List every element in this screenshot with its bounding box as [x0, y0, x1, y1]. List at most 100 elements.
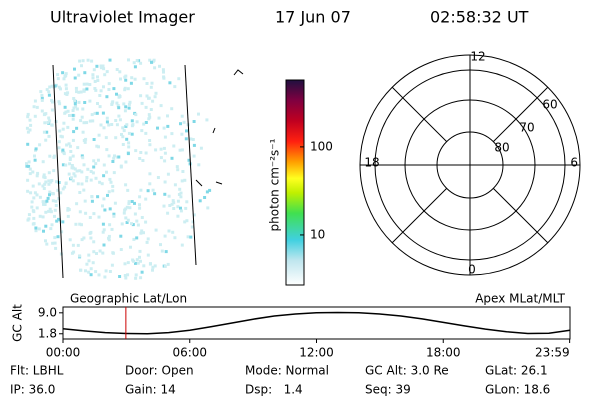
- x-tick-label: 18:00: [426, 346, 461, 360]
- image-boundary: [184, 64, 197, 266]
- pixel: [145, 82, 149, 85]
- status-field: GC Alt: 3.0 Re: [365, 364, 449, 378]
- pixel: [192, 120, 196, 123]
- pixel: [76, 146, 80, 150]
- status-field: GLat: 26.1: [485, 364, 548, 378]
- pixel: [142, 231, 145, 235]
- pixel: [135, 258, 139, 262]
- pixel: [57, 217, 60, 221]
- pixel: [40, 109, 44, 113]
- pixel: [208, 188, 212, 192]
- pixel: [99, 89, 103, 93]
- pixel: [111, 251, 115, 255]
- pixel: [73, 167, 77, 171]
- pixel: [140, 129, 144, 133]
- pixel: [101, 251, 105, 255]
- pixel: [75, 107, 79, 111]
- pixel: [135, 219, 139, 223]
- pixel: [162, 126, 166, 130]
- pixel: [197, 112, 200, 116]
- pixel: [95, 252, 98, 255]
- pixel: [153, 66, 157, 70]
- pixel: [139, 188, 143, 192]
- pixel: [101, 111, 105, 115]
- pixel: [97, 215, 101, 219]
- pixel: [33, 191, 37, 195]
- lat-label: 80: [494, 141, 509, 155]
- pixel: [88, 119, 92, 123]
- pixel: [35, 105, 39, 109]
- pixel: [141, 159, 145, 162]
- pixel: [112, 87, 116, 91]
- pixel: [139, 151, 143, 154]
- pixel: [89, 236, 93, 240]
- pixel: [47, 116, 51, 120]
- pixel: [199, 146, 203, 150]
- pixel: [92, 212, 96, 216]
- pixel: [134, 149, 138, 153]
- pixel: [45, 242, 49, 246]
- pixel: [189, 137, 193, 141]
- pixel: [112, 214, 116, 218]
- pixel: [54, 199, 58, 203]
- pixel: [93, 80, 97, 83]
- pixel: [144, 105, 148, 109]
- pixel: [96, 79, 100, 82]
- pixel: [107, 123, 111, 127]
- pixel: [97, 145, 100, 149]
- pixel: [80, 238, 84, 242]
- status-field: Flt: LBHL: [10, 364, 64, 378]
- pixel: [26, 112, 30, 116]
- pixel: [118, 70, 122, 74]
- pixel: [115, 68, 119, 71]
- pixel: [107, 234, 111, 238]
- pixel: [74, 222, 78, 226]
- pixel: [38, 195, 42, 199]
- pixel: [107, 82, 111, 86]
- pixel: [192, 154, 196, 158]
- pixel: [96, 195, 100, 199]
- pixel: [178, 187, 182, 191]
- pixel: [115, 92, 118, 96]
- pixel: [123, 86, 127, 90]
- pixel: [73, 76, 77, 80]
- pixel: [68, 162, 72, 166]
- mlt-label: 0: [468, 263, 476, 277]
- pixel: [44, 112, 48, 116]
- pixel: [161, 68, 165, 72]
- pixel: [114, 136, 118, 140]
- pixel: [94, 162, 98, 166]
- pixel: [82, 121, 86, 125]
- pixel: [184, 206, 188, 210]
- pixel: [131, 223, 135, 227]
- pixel: [66, 91, 70, 95]
- pixel: [44, 239, 47, 243]
- x-tick-label: 23:59: [535, 346, 570, 360]
- pixel: [32, 216, 36, 220]
- pixel: [156, 176, 160, 179]
- pixel: [105, 116, 109, 120]
- pixel: [56, 188, 60, 192]
- pixel: [72, 130, 76, 134]
- pixel: [102, 228, 106, 232]
- pixel: [187, 158, 191, 162]
- pixel: [138, 255, 141, 259]
- pixel: [67, 142, 71, 146]
- pixel: [85, 87, 89, 91]
- pixel: [64, 87, 68, 91]
- pixel: [176, 205, 180, 209]
- pixel: [124, 216, 128, 220]
- pixel: [66, 109, 70, 113]
- pixel: [56, 73, 60, 77]
- pixel: [35, 174, 39, 178]
- pixel: [168, 81, 172, 85]
- pixel: [68, 156, 72, 160]
- status-field: GLon: 18.6: [485, 383, 550, 397]
- pixel: [81, 130, 85, 134]
- pixel: [153, 264, 157, 268]
- pixel: [28, 167, 32, 171]
- status-field: Dsp: 1.4: [245, 383, 303, 397]
- pixel: [144, 121, 148, 124]
- pixel: [27, 213, 31, 217]
